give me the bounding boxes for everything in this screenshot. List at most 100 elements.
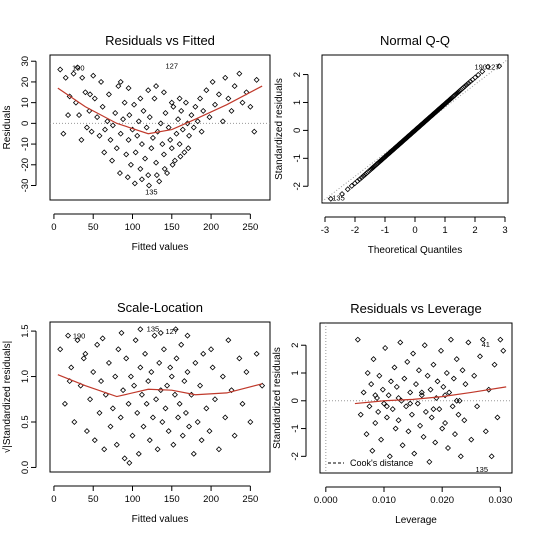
data-point — [124, 174, 131, 181]
data-point — [121, 455, 128, 462]
data-point — [98, 378, 105, 385]
data-point — [494, 414, 501, 421]
data-point — [116, 170, 123, 177]
data-point — [379, 386, 386, 393]
data-point — [192, 103, 199, 110]
data-point — [382, 345, 389, 351]
data-point — [112, 373, 119, 380]
data-point — [74, 337, 81, 344]
data-point — [131, 180, 138, 187]
data-point — [465, 80, 472, 87]
data-point — [208, 346, 215, 353]
data-point — [383, 414, 390, 421]
x-tick-label: 0.030 — [488, 495, 512, 506]
data-point — [132, 149, 139, 156]
data-point — [192, 359, 199, 366]
y-axis-label: Standardized residuals — [272, 347, 283, 449]
smoother-line — [57, 374, 263, 398]
data-point — [178, 107, 185, 114]
data-point — [87, 91, 94, 98]
data-point — [479, 68, 486, 75]
data-point — [407, 389, 414, 396]
data-point — [482, 428, 489, 435]
data-point — [372, 420, 379, 426]
data-point — [61, 400, 68, 407]
data-point — [181, 378, 188, 385]
data-point — [168, 145, 175, 152]
data-point — [161, 165, 168, 172]
data-point — [109, 405, 116, 412]
data-point — [421, 342, 428, 349]
data-point — [159, 419, 166, 425]
point-annotation: 190 — [72, 63, 85, 72]
data-point — [358, 174, 365, 181]
data-point — [404, 358, 411, 365]
data-point — [496, 63, 503, 70]
data-point — [438, 347, 444, 354]
data-point — [138, 391, 145, 398]
data-point — [239, 400, 246, 407]
y-tick-label: -10 — [20, 137, 31, 151]
data-point — [134, 409, 141, 416]
data-point — [165, 124, 172, 131]
data-point — [366, 403, 373, 410]
data-point — [231, 432, 238, 439]
data-point — [442, 420, 449, 426]
data-point — [186, 423, 193, 430]
data-point — [185, 145, 192, 152]
x-tick-label: 250 — [242, 222, 258, 233]
data-point — [168, 373, 175, 380]
data-point — [369, 447, 376, 454]
data-point — [219, 118, 226, 125]
data-point — [190, 124, 197, 131]
data-point — [206, 428, 213, 435]
data-point — [109, 122, 116, 129]
data-point — [194, 419, 201, 425]
data-point — [146, 437, 153, 444]
data-point — [94, 341, 101, 348]
y-tick-label: -30 — [20, 179, 31, 193]
data-point — [148, 145, 155, 152]
plot-frame — [321, 54, 509, 204]
y-tick-label: 10 — [20, 97, 31, 108]
data-point — [149, 414, 156, 421]
data-point — [107, 423, 114, 430]
data-point — [138, 176, 145, 183]
data-point — [82, 350, 89, 357]
y-tick-label: 30 — [20, 56, 31, 67]
data-point — [153, 396, 160, 403]
data-point — [194, 118, 201, 125]
y-axis-label: Standardized residuals — [274, 78, 285, 180]
data-point — [462, 83, 469, 90]
data-point — [145, 378, 152, 385]
data-point — [101, 446, 108, 453]
data-point — [145, 172, 152, 179]
data-point — [370, 356, 377, 363]
data-point — [443, 370, 450, 376]
data-point — [165, 428, 172, 435]
data-point — [222, 414, 229, 421]
data-point — [215, 91, 222, 98]
data-point — [236, 70, 243, 77]
data-point — [120, 387, 127, 394]
data-point — [115, 83, 122, 90]
chart-title: Scale-Location — [117, 300, 203, 315]
data-point — [99, 103, 106, 110]
data-point — [209, 364, 216, 371]
x-tick-label: 50 — [88, 494, 99, 505]
data-point — [215, 446, 222, 453]
data-point — [153, 159, 160, 166]
data-point — [442, 392, 449, 399]
data-point — [146, 182, 152, 189]
x-tick-label: 200 — [203, 494, 219, 505]
data-point — [127, 373, 134, 380]
data-point — [149, 134, 156, 141]
data-point — [167, 364, 174, 371]
data-point — [440, 383, 447, 390]
data-point — [219, 373, 226, 380]
plot-area — [50, 64, 270, 189]
data-point — [126, 112, 133, 119]
y-tick-label: 1.5 — [20, 324, 31, 337]
y-tick-label: -20 — [20, 158, 31, 172]
